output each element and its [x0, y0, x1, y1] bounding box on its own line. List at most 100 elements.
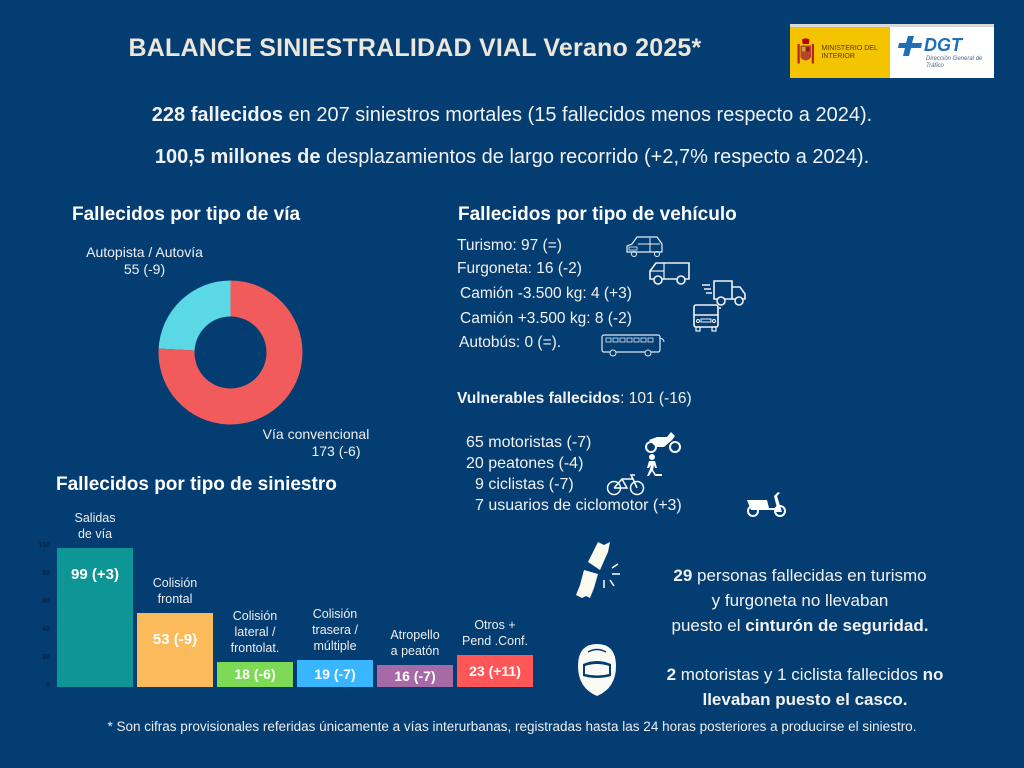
helmet-info: 2 motoristas y 1 ciclista fallecidos no …: [620, 662, 990, 712]
convencional-name: Vía convencional: [262, 426, 370, 442]
bar-category-line: lateral /: [234, 624, 276, 639]
y-tick-label: 80: [42, 570, 50, 577]
y-tick-label: 60: [42, 598, 50, 605]
y-tick-label: 40: [42, 626, 50, 633]
autopista-value: 55 (-9): [123, 261, 166, 277]
truck-icon: [693, 304, 721, 332]
vulnerable-peatones: 20 peatones (-4): [466, 455, 584, 472]
pedestrian-icon: [647, 454, 662, 476]
seatbelt-text-3: puesto el: [671, 616, 746, 635]
vulnerable-ciclistas: 9 ciclistas (-7): [475, 476, 574, 493]
seatbelt-emphasis: cinturón de seguridad.: [745, 616, 929, 635]
bar-category-line: Salidas: [74, 511, 116, 526]
vehicle-row-camion-pesado: Camión +3.500 kg: 8 (-2): [460, 310, 632, 327]
seatbelt-text-1: personas fallecidas en turismo: [692, 566, 927, 585]
road-type-donut: [158, 280, 303, 425]
dgt-subtitle: Dirección General de Tráfico: [926, 56, 983, 69]
bar-value-label: 99 (+3): [71, 566, 119, 584]
vulnerable-title: Vulnerables fallecidos: [457, 390, 621, 407]
bar: 16 (-7): [377, 664, 453, 687]
autopista-label: Autopista / Autovía 55 (-9): [62, 244, 227, 278]
vulnerable-motoristas: 65 motoristas (-7): [466, 434, 592, 451]
seatbelt-icon: [576, 542, 620, 598]
bar-category-line: frontolat.: [230, 640, 280, 655]
bar-category-line: trasera /: [312, 623, 358, 638]
bar: 53 (-9): [137, 612, 213, 687]
road-type-title: Fallecidos por tipo de vía: [72, 204, 301, 225]
vehicle-row-furgoneta: Furgoneta: 16 (-2): [457, 260, 582, 277]
bar-category-line: de vía: [77, 527, 113, 542]
bar: 18 (-6): [217, 661, 293, 687]
bar-category-line: Colisión: [152, 575, 198, 590]
bus-icon: [601, 334, 665, 357]
motorcycle-icon: [645, 432, 681, 453]
summary-trips: 100,5 millones de: [154, 146, 321, 168]
bar-category-label: Colisión frontal: [131, 575, 219, 607]
seatbelt-text-2: y furgoneta no llevaban: [711, 591, 889, 610]
bar-value-label: 18 (-6): [234, 666, 276, 683]
bar-value-label: 23 (+11): [469, 662, 521, 679]
bar-value-label: 53 (-9): [152, 630, 198, 648]
vehicle-row-turismo: Turismo: 97 (=): [457, 237, 562, 254]
car-icon: [626, 236, 663, 257]
crash-type-title: Fallecidos por tipo de siniestro: [56, 474, 337, 495]
bar-category-label: Atropello a peatón: [371, 627, 459, 659]
bar-category-line: Atropello: [390, 627, 440, 642]
bar-category-label: Salidas de vía: [51, 510, 139, 542]
vulnerable-ciclomotor: 7 usuarios de ciclomotor (+3): [475, 497, 682, 514]
bar-category-line: Pend .Conf.: [461, 633, 528, 648]
vehicle-row-camion-ligero: Camión -3.500 kg: 4 (+3): [460, 285, 632, 302]
bar-category-line: múltiple: [313, 639, 357, 654]
van-icon: [649, 262, 690, 285]
bar-category-label: Otros + Pend .Conf.: [451, 617, 539, 649]
y-tick-label: 100: [38, 542, 50, 549]
summary-line-1: 228 fallecidos en 207 siniestros mortale…: [0, 104, 1024, 127]
bar-value-label: 19 (-7): [314, 665, 356, 682]
helmet-no: no: [922, 665, 944, 684]
convencional-label: Vía convencional 173 (-6): [246, 426, 386, 460]
dgt-cross-icon: [898, 35, 922, 56]
logo: MINISTERIO DEL INTERIOR DGT Dirección Ge…: [790, 24, 994, 78]
bar-category-line: Colisión: [312, 607, 358, 622]
footnote: * Son cifras provisionales referidas úni…: [107, 719, 917, 734]
autopista-name: Autopista / Autovía: [86, 244, 203, 260]
bar-category-line: frontal: [157, 591, 193, 606]
bar-category-line: a peatón: [390, 643, 440, 658]
bar-category-label: Colisión trasera / múltiple: [291, 606, 379, 654]
y-tick-label: 0: [46, 682, 50, 689]
vehicle-row-autobus: Autobús: 0 (=).: [459, 334, 562, 351]
summary-deaths-detail: en 207 siniestros mortales (15 fallecido…: [282, 104, 873, 126]
helmet-text-1: motoristas y 1 ciclista fallecidos: [676, 665, 923, 684]
bar: 99 (+3): [57, 548, 133, 687]
vulnerable-header: Vulnerables fallecidos: 101 (-16): [457, 390, 692, 408]
convencional-value: 173 (-6): [311, 443, 361, 459]
seatbelt-count: 29: [673, 566, 693, 585]
donut-slice-autopista: [158, 280, 231, 351]
bar-category-label: Colisión lateral / frontolat.: [211, 608, 299, 656]
delivery-truck-icon: [702, 280, 746, 306]
seatbelt-info: 29 personas fallecidas en turismo y furg…: [630, 563, 970, 638]
coat-of-arms-icon: [797, 37, 814, 63]
y-tick-label: 20: [42, 654, 50, 661]
page-title: BALANCE SINIESTRALIDAD VIAL Verano 2025*: [128, 34, 702, 62]
bar-value-label: 16 (-7): [394, 667, 436, 684]
dgt-logo: DGT Dirección General de Tráfico: [890, 27, 994, 78]
crash-type-bar-chart: 0 20 40 60 80 100 99 (+3) Salidas de vía 53 (-9) C…: [0, 500, 560, 700]
bar: 23 (+11): [457, 654, 533, 687]
scooter-icon: [747, 492, 786, 517]
bicycle-icon: [606, 474, 645, 496]
ministry-logo: MINISTERIO DEL INTERIOR: [790, 27, 890, 78]
dgt-text: DGT: [924, 35, 962, 55]
vehicle-type-title: Fallecidos por tipo de vehículo: [458, 204, 737, 225]
helmet-emphasis: llevaban puesto el casco.: [702, 690, 908, 709]
summary-line-2: 100,5 millones de desplazamientos de lar…: [0, 146, 1024, 169]
bar: 19 (-7): [297, 660, 373, 687]
vulnerable-total: : 101 (-16): [620, 390, 692, 407]
summary-trips-detail: desplazamientos de largo recorrido (+2,7…: [320, 146, 870, 168]
helmet-icon: [578, 644, 616, 696]
ministry-text: MINISTERIO DEL INTERIOR: [821, 44, 878, 60]
helmet-count: 2: [666, 665, 677, 684]
bar-category-line: Colisión: [232, 608, 278, 623]
donut-slice-convencional: [158, 280, 303, 425]
summary-deaths: 228 fallecidos: [151, 104, 283, 126]
